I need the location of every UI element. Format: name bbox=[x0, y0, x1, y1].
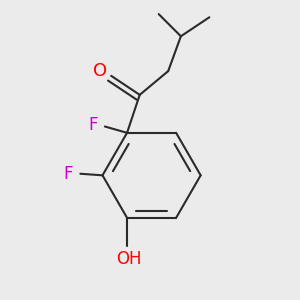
Text: F: F bbox=[64, 165, 73, 183]
Text: F: F bbox=[88, 116, 98, 134]
Text: O: O bbox=[93, 62, 107, 80]
Text: OH: OH bbox=[116, 250, 141, 268]
